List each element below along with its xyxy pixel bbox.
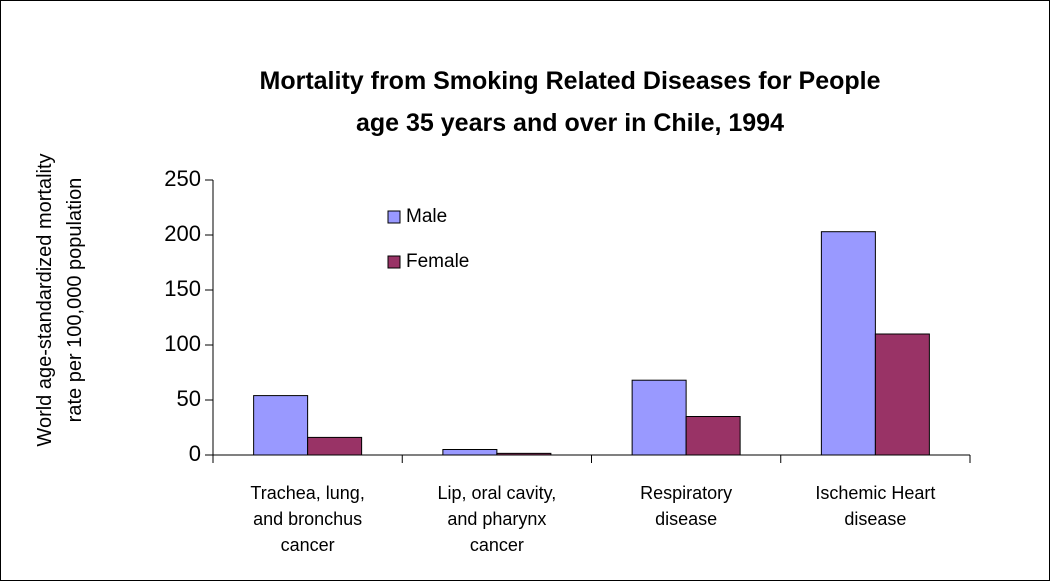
y-tick-label: 200 — [164, 221, 201, 246]
bar — [820, 231, 876, 456]
bar — [442, 449, 498, 456]
legend-label: Female — [406, 251, 469, 272]
bar — [874, 333, 930, 456]
y-tick-label: 150 — [164, 276, 201, 301]
x-tick-label: Lip, oral cavity, and pharynx cancer — [437, 483, 557, 555]
y-tick-label: 100 — [164, 331, 201, 356]
x-tick-label: Ischemic Heart disease — [815, 483, 936, 529]
y-tick-label: 0 — [189, 441, 201, 466]
y-tick-label: 50 — [177, 386, 201, 411]
bar — [631, 379, 687, 456]
bar — [685, 416, 741, 456]
bar — [496, 452, 552, 456]
x-tick-label: Respiratory disease — [640, 483, 733, 529]
bar — [253, 395, 309, 456]
legend-swatch — [387, 255, 401, 269]
bar — [307, 436, 363, 456]
chart-title: Mortality from Smoking Related Diseases … — [259, 67, 881, 137]
legend-label: Male — [406, 206, 447, 227]
x-tick-label: Trachea, lung, and bronchus cancer — [250, 483, 365, 555]
legend-swatch — [387, 210, 401, 224]
y-tick-label: 250 — [164, 166, 201, 191]
